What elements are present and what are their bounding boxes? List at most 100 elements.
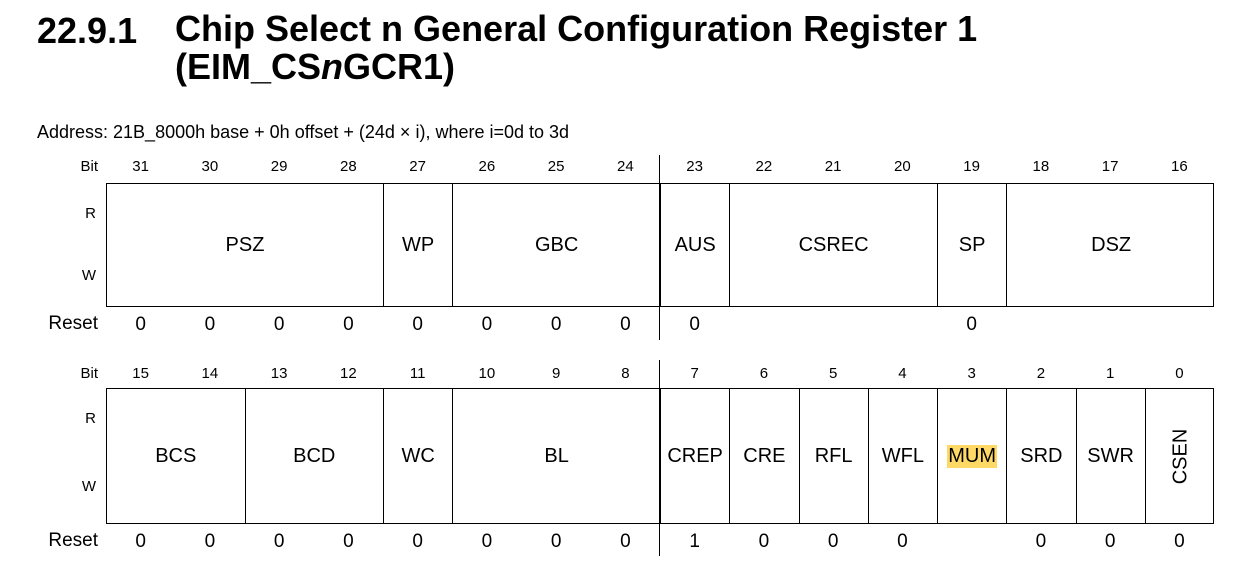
field-name: WFL	[881, 444, 924, 467]
field-name: WP	[402, 233, 435, 256]
reset-value: 0	[343, 531, 354, 552]
bit-number: 12	[340, 365, 357, 382]
reset-value: 0	[412, 531, 423, 552]
field-bl: BL	[453, 389, 661, 523]
bit-number: 10	[478, 365, 496, 382]
reset-value: 0	[1035, 531, 1047, 552]
reset-value: 0	[689, 314, 700, 335]
field-gbc: GBC	[453, 184, 661, 306]
reset-value: 0	[273, 531, 285, 552]
register-address: Address: 21B_8000h base + 0h offset + (2…	[37, 122, 570, 142]
bit-number: 0	[1175, 365, 1184, 382]
field-name: BCD	[293, 444, 336, 467]
reset-value: 0	[897, 531, 908, 552]
field-name: PSZ	[225, 233, 265, 256]
bit-number: 18	[1032, 158, 1050, 175]
field-sp: SP	[938, 184, 1008, 306]
field-crep: CREP	[661, 389, 731, 523]
field-cre: CRE	[730, 389, 800, 523]
byte-divider	[659, 360, 660, 556]
field-rfl: RFL	[800, 389, 869, 523]
bit-number: 6	[759, 365, 769, 382]
bit-label: Bit	[80, 158, 98, 175]
reset-value: 0	[481, 531, 493, 552]
field-srd: SRD	[1007, 389, 1077, 523]
bit-number: 7	[690, 365, 699, 382]
reset-value: 0	[550, 531, 562, 552]
reset-value: 0	[758, 531, 770, 552]
field-name: RFL	[814, 444, 853, 467]
register-field-row: PSZ WP GBC AUS CSREC SP DSZ	[106, 183, 1214, 307]
field-name: WC	[401, 444, 435, 467]
write-label: W	[81, 478, 96, 495]
field-psz: PSZ	[107, 184, 384, 306]
field-name: DSZ	[1091, 233, 1132, 256]
reset-value: 0	[620, 531, 631, 552]
field-name: CREP	[667, 444, 723, 467]
field-swr: SWR	[1077, 389, 1146, 523]
field-name: BCS	[155, 444, 197, 467]
bit-number: 26	[478, 158, 496, 175]
field-dsz: DSZ	[1007, 184, 1215, 306]
bit-number: 24	[617, 158, 634, 175]
bit-number: 22	[755, 158, 773, 175]
bit-number: 20	[894, 158, 911, 175]
field-csen: CSEN	[1146, 389, 1215, 523]
read-label: R	[85, 205, 96, 222]
section-title: Chip Select n General Configuration Regi…	[175, 10, 977, 86]
bit-number: 14	[201, 365, 219, 382]
field-mum: MUM	[938, 389, 1008, 523]
bit-number: 4	[898, 365, 907, 382]
reset-value: 0	[1174, 531, 1185, 552]
bit-number: 16	[1171, 158, 1188, 175]
title-italic-n: n	[321, 46, 344, 87]
field-name: CRE	[743, 444, 786, 467]
bit-number: 3	[967, 365, 976, 382]
bit-number: 17	[1101, 158, 1119, 175]
reset-value: 0	[273, 314, 285, 335]
bit-number: 30	[201, 158, 219, 175]
bit-number: 13	[270, 365, 288, 382]
section-number: 22.9.1	[37, 10, 138, 51]
field-bcs: BCS	[107, 389, 246, 523]
bit-number: 2	[1036, 365, 1046, 382]
reset-value: 1	[689, 531, 700, 552]
reset-value: 0	[135, 314, 146, 335]
reset-value: 0	[966, 314, 977, 335]
field-name: SRD	[1020, 444, 1063, 467]
field-name: CSREC	[798, 233, 869, 256]
bit-number: 25	[547, 158, 565, 175]
bit-number: 1	[1105, 365, 1115, 382]
bit-number: 8	[621, 365, 630, 382]
field-name: BL	[544, 444, 569, 467]
field-name: MUM	[947, 444, 997, 468]
title-line-2: (EIM_CSnGCR1)	[175, 48, 977, 86]
bit-number: 15	[132, 365, 149, 382]
field-name: SWR	[1087, 444, 1134, 467]
reset-value: 0	[827, 531, 839, 552]
field-aus: AUS	[661, 184, 731, 306]
field-name: CSEN	[1168, 428, 1191, 484]
field-wc: WC	[384, 389, 454, 523]
bit-number: 21	[824, 158, 842, 175]
reset-value: 0	[204, 531, 216, 552]
read-label: R	[85, 410, 96, 427]
reset-value: 0	[135, 531, 146, 552]
bit-number: 31	[132, 158, 149, 175]
bit-number: 23	[686, 158, 703, 175]
reset-value: 0	[343, 314, 354, 335]
field-name: AUS	[674, 233, 716, 256]
field-csrec: CSREC	[730, 184, 938, 306]
field-name: GBC	[534, 233, 579, 256]
byte-divider	[659, 155, 660, 340]
reset-label: Reset	[48, 530, 98, 551]
title-line-1: Chip Select n General Configuration Regi…	[175, 8, 978, 49]
bit-number: 19	[963, 158, 980, 175]
reset-value: 0	[412, 314, 423, 335]
reset-value: 0	[204, 314, 216, 335]
write-label: W	[81, 267, 96, 284]
reset-value: 0	[550, 314, 562, 335]
bit-number: 27	[409, 158, 426, 175]
register-field-row: BCS BCD WC BL CREP CRE RFL WFL MUM SRD SWR CSEN	[106, 388, 1214, 524]
reset-value: 0	[1104, 531, 1116, 552]
